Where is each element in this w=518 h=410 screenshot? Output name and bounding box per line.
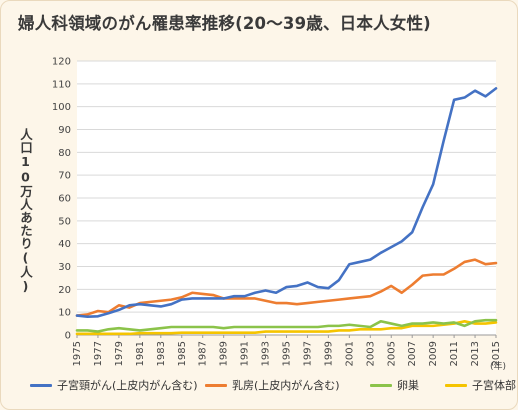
- series-line-0: [75, 87, 498, 319]
- legend-label: 卵巣: [397, 379, 419, 392]
- x-tick-label: 1981: [135, 341, 146, 366]
- y-tick-label: 70: [58, 171, 71, 182]
- x-tick-label: 2015: [491, 341, 502, 366]
- legend-label: 子宮頸がん(上皮内がん含む): [57, 379, 198, 392]
- y-tick-label: 0: [65, 331, 71, 342]
- y-tick-label: 120: [52, 57, 71, 68]
- y-tick-label: 10: [58, 308, 71, 319]
- series-line-1: [75, 258, 498, 317]
- legend-label: 子宮体部: [472, 379, 516, 392]
- x-tick-label: 1995: [282, 341, 293, 366]
- legend-swatch: [205, 383, 227, 387]
- x-tick-label: 2011: [449, 341, 460, 366]
- y-tick-label: 60: [58, 194, 71, 205]
- legend-item: 卵巣: [370, 377, 419, 393]
- legend-item: 子宮体部: [445, 377, 516, 393]
- x-tick-label: 1999: [323, 341, 334, 366]
- x-tick-label: 2001: [344, 341, 355, 366]
- x-tick-label: 1983: [156, 341, 167, 366]
- y-tick-label: 110: [52, 79, 71, 90]
- chart-title: 婦人科領域のがん罹患率推移(20〜39歳、日本人女性): [18, 14, 431, 33]
- x-tick-label: 1979: [114, 341, 125, 366]
- y-tick-label: 80: [58, 148, 71, 159]
- x-tick-label: 2007: [407, 341, 418, 366]
- y-tick-label: 100: [52, 102, 71, 113]
- legend-swatch: [30, 383, 52, 387]
- legend-item: 子宮頸がん(上皮内がん含む): [30, 377, 198, 393]
- x-tick-label: 1975: [72, 341, 83, 366]
- x-axis-unit: (年): [490, 360, 506, 372]
- series-line-2: [75, 318, 498, 333]
- y-tick-label: 40: [58, 239, 71, 250]
- x-tick-label: 2009: [428, 341, 439, 366]
- y-axis-label: 人口10万人あたり(人): [18, 128, 33, 294]
- legend-swatch: [445, 383, 467, 387]
- x-tick-label: 1985: [177, 341, 188, 366]
- x-tick-label: 1977: [93, 341, 104, 366]
- legend-item: 乳房(上皮内がん含む): [205, 377, 340, 393]
- x-tick-label: 1991: [240, 341, 251, 366]
- y-tick-label: 30: [58, 262, 71, 273]
- x-tick-label: 2013: [470, 341, 481, 366]
- x-tick-label: 1997: [302, 341, 313, 366]
- y-tick-label: 50: [58, 216, 71, 227]
- x-tick-label: 2005: [386, 341, 397, 366]
- legend-label: 乳房(上皮内がん含む): [232, 379, 340, 392]
- x-tick-label: 2003: [365, 341, 376, 366]
- legend-swatch: [370, 383, 392, 387]
- y-tick-label: 20: [58, 285, 71, 296]
- legend: 子宮頸がん(上皮内がん含む) 乳房(上皮内がん含む) 卵巣 子宮体部: [30, 377, 516, 399]
- x-tick-label: 1993: [261, 341, 272, 366]
- y-tick-label: 90: [58, 125, 71, 136]
- x-tick-label: 1989: [219, 341, 230, 366]
- x-tick-label: 1987: [198, 341, 209, 366]
- series-line-3: [75, 320, 498, 336]
